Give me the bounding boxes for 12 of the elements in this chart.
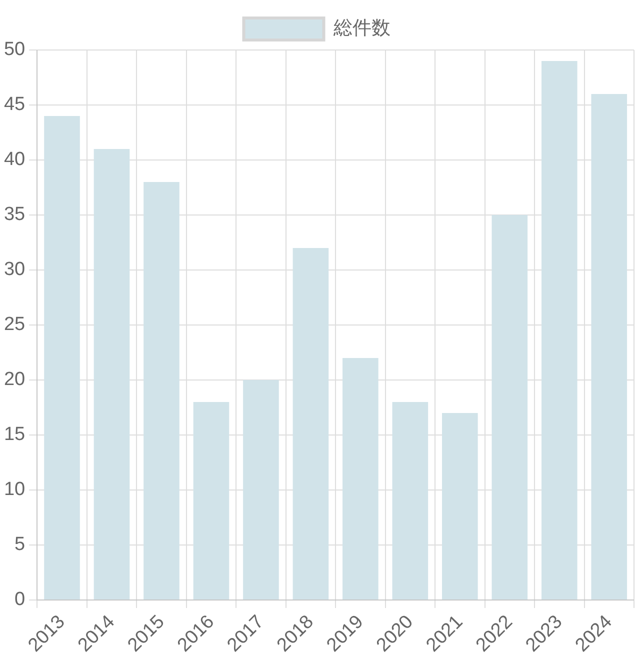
y-tick-label: 15 xyxy=(4,424,26,446)
y-tick-label: 35 xyxy=(4,204,26,226)
y-tick-label: 5 xyxy=(14,534,26,556)
y-tick-label: 40 xyxy=(4,149,26,170)
y-tick-label: 30 xyxy=(4,259,26,280)
y-tick-label: 50 xyxy=(4,39,26,60)
y-tick-label: 0 xyxy=(14,589,26,610)
y-tick-label: 10 xyxy=(4,479,26,500)
y-tick-label: 45 xyxy=(4,94,26,116)
legend-label: 総件数 xyxy=(332,18,390,40)
y-tick-label: 25 xyxy=(4,314,26,336)
y-tick-label: 20 xyxy=(4,369,26,390)
